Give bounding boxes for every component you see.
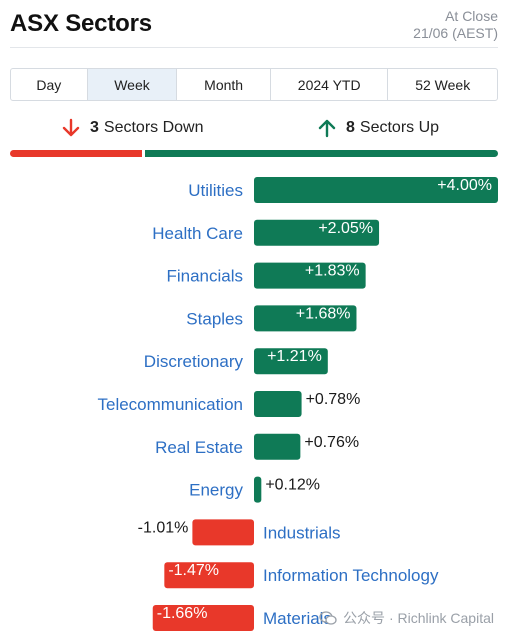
sector-label: Energy [189, 481, 243, 500]
sectors-down-count: 3 [90, 119, 99, 136]
sector-summary: 3 Sectors Down 8 Sectors Up [10, 116, 498, 144]
tab-month[interactable]: Month [177, 69, 271, 100]
sector-label: Information Technology [263, 566, 439, 585]
sectors-down-summary: 3 Sectors Down [62, 118, 204, 138]
sector-bar [254, 476, 262, 503]
sectors-up-count: 8 [346, 119, 355, 136]
value-label: -1.66% [157, 605, 208, 622]
sector-performance-chart: Utilities +4.00% Health Care +2.05% Financia… [97, 177, 498, 631]
period-tabs: Day Week Month 2024 YTD 52 Week [10, 68, 498, 101]
up-down-ratio-bar [10, 150, 498, 157]
sector-label: Staples [186, 309, 243, 328]
watermark-text: 公众号 · Richlink Capital [343, 610, 494, 626]
sector-bar [254, 391, 302, 417]
page-title: ASX Sectors [10, 10, 152, 37]
close-label: At Close [445, 8, 498, 24]
watermark: 公众号 · Richlink Capital [319, 608, 494, 628]
sector-bar [254, 433, 301, 460]
sector-bar [254, 262, 366, 289]
value-label: +0.12% [265, 477, 320, 494]
sector-bar [254, 219, 380, 246]
sector-label: Materials [263, 609, 332, 628]
wechat-icon [319, 611, 337, 625]
tab-2024-ytd[interactable]: 2024 YTD [271, 69, 389, 100]
tab-week[interactable]: Week [87, 69, 178, 100]
value-label: +1.68% [296, 305, 351, 322]
sector-label: Financials [166, 267, 243, 286]
value-label: +0.76% [304, 434, 359, 451]
sector-label: Industrials [263, 523, 340, 542]
sector-bar [164, 562, 254, 589]
header-divider [10, 47, 498, 48]
value-label: -1.01% [138, 519, 189, 536]
sector-label: Health Care [152, 224, 243, 243]
value-label: -1.47% [168, 562, 219, 579]
sector-label: Real Estate [155, 438, 243, 457]
value-label: +1.21% [267, 348, 322, 365]
tab-52-week[interactable]: 52 Week [415, 76, 471, 93]
value-label: +0.78% [306, 391, 361, 408]
sectors-up-label: Sectors Up [359, 119, 440, 136]
sector-bar [254, 348, 328, 375]
arrow-up-icon [318, 119, 336, 138]
ratio-bar-up [145, 150, 498, 157]
ratio-bar-down [10, 150, 142, 157]
sector-bar [254, 177, 498, 203]
sector-bar [254, 305, 357, 332]
close-timestamp: At Close 21/06 (AEST) [413, 8, 498, 42]
value-label: +2.05% [318, 220, 373, 237]
sectors-up-summary: 8 Sectors Up [318, 118, 439, 138]
sector-bar [192, 519, 254, 546]
sector-bar [152, 605, 254, 631]
sector-label: Discretionary [144, 352, 244, 371]
sector-label: Utilities [188, 181, 243, 200]
value-label: +1.83% [305, 263, 360, 280]
arrow-down-icon [62, 118, 80, 137]
header: ASX Sectors At Close 21/06 (AEST) [10, 8, 498, 48]
sector-label: Telecommunication [97, 395, 243, 414]
close-date: 21/06 (AEST) [413, 25, 498, 41]
sectors-down-label: Sectors Down [103, 119, 204, 136]
value-label: +4.00% [437, 177, 492, 194]
tab-day[interactable]: Day [11, 69, 88, 100]
